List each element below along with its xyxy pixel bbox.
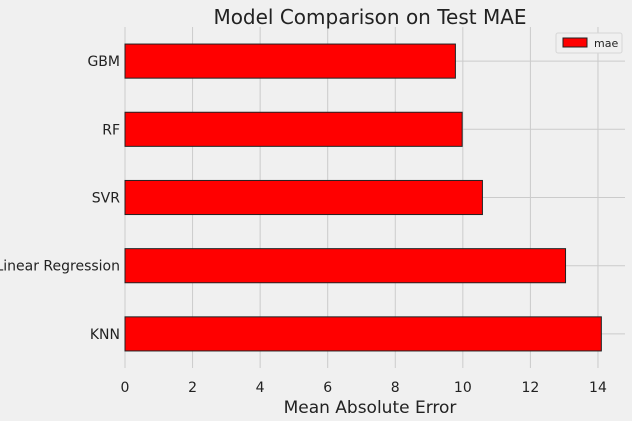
y-tick-label: GBM — [87, 54, 120, 70]
chart-title: Model Comparison on Test MAE — [213, 5, 526, 29]
bar-knn — [124, 316, 602, 352]
y-tick-label: KNN — [90, 327, 120, 343]
x-tick-labels: 0 2 4 6 8 10 12 14 — [121, 380, 607, 396]
bar-gbm — [124, 43, 456, 79]
x-tick-label: 10 — [454, 380, 472, 396]
x-tick-label: 6 — [323, 380, 332, 396]
x-tick-label: 0 — [121, 380, 130, 396]
y-tick-label: SVR — [92, 191, 120, 207]
bar-svr — [124, 179, 483, 216]
legend-label-mae: mae — [594, 37, 618, 50]
bar-rf — [124, 111, 463, 147]
y-tick-label: RF — [102, 122, 120, 138]
bars — [124, 43, 602, 352]
legend-swatch-mae — [562, 37, 588, 48]
legend: mae — [555, 32, 623, 54]
y-tick-label: Linear Regression — [0, 259, 120, 275]
x-tick-label: 2 — [188, 380, 197, 396]
bar-linear-regression — [124, 248, 567, 284]
x-axis-title: Mean Absolute Error — [284, 398, 457, 418]
y-tick-labels: GBM RF SVR Linear Regression KNN — [0, 54, 120, 343]
x-tick-label: 4 — [256, 380, 265, 396]
x-tick-label: 12 — [521, 380, 539, 396]
x-tick-label: 14 — [589, 380, 607, 396]
x-tick-label: 8 — [391, 380, 400, 396]
